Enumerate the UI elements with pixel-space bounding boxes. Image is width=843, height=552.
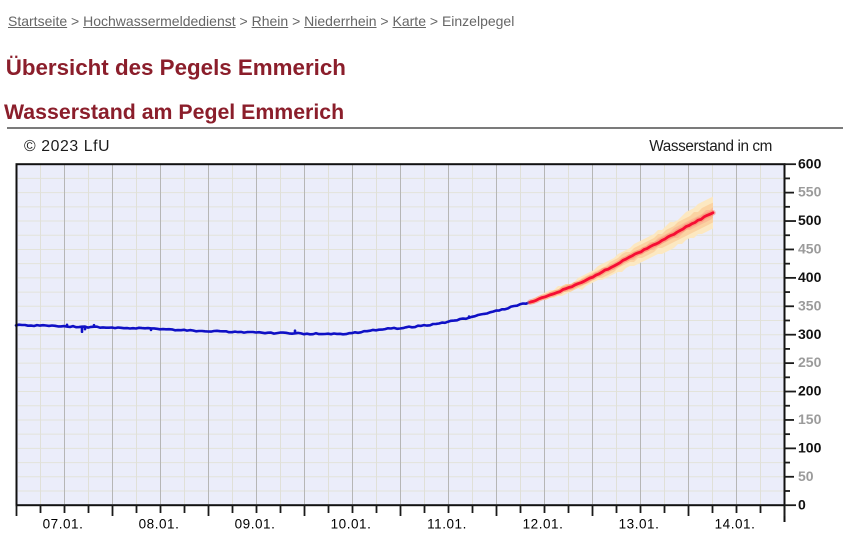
svg-text:500: 500: [798, 212, 822, 228]
svg-text:09.01.: 09.01.: [235, 516, 276, 531]
svg-text:07.01.: 07.01.: [43, 516, 84, 531]
svg-text:600: 600: [798, 155, 822, 171]
svg-text:0: 0: [798, 496, 806, 512]
svg-text:350: 350: [798, 297, 822, 313]
svg-text:450: 450: [798, 241, 822, 257]
svg-text:10.01.: 10.01.: [331, 516, 372, 531]
svg-text:08.01.: 08.01.: [139, 516, 180, 531]
svg-text:50: 50: [798, 468, 814, 484]
svg-text:14.01.: 14.01.: [715, 516, 756, 531]
svg-text:250: 250: [798, 354, 822, 370]
svg-text:100: 100: [798, 439, 822, 455]
svg-text:300: 300: [798, 326, 822, 342]
svg-text:12.01.: 12.01.: [523, 516, 564, 531]
svg-text:11.01.: 11.01.: [427, 516, 467, 531]
svg-text:150: 150: [798, 411, 822, 427]
svg-text:550: 550: [798, 184, 822, 200]
svg-text:13.01.: 13.01.: [619, 516, 660, 531]
svg-text:400: 400: [798, 269, 822, 285]
svg-text:200: 200: [798, 383, 822, 399]
